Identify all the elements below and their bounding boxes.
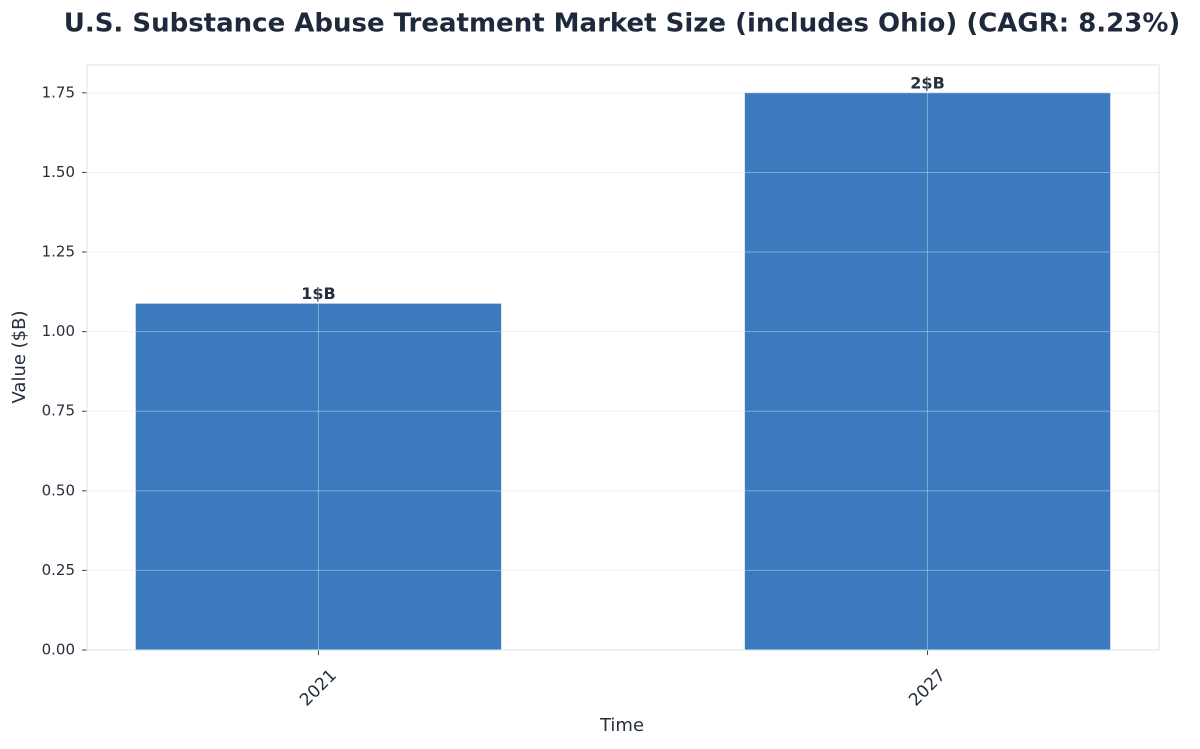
y-tick-label: 1.75 <box>42 83 75 101</box>
y-tick-label: 1.25 <box>42 243 75 261</box>
y-tick-label: 1.00 <box>42 322 75 340</box>
bar <box>744 92 1111 651</box>
y-tick-label: 0.75 <box>42 402 75 420</box>
y-tick-label: 0.00 <box>42 641 75 659</box>
x-tick-label: 2021 <box>296 666 341 711</box>
y-tick-label: 1.50 <box>42 163 75 181</box>
y-tick-label: 0.25 <box>42 561 75 579</box>
plot-frame <box>86 64 1160 651</box>
value-label: 1$B <box>301 284 335 303</box>
x-axis-label: Time <box>599 715 644 736</box>
y-axis-label: Value ($B) <box>9 311 30 404</box>
x-tick-label: 2027 <box>905 666 950 711</box>
bar <box>135 303 502 650</box>
value-label: 2$B <box>910 73 944 92</box>
y-tick-label: 0.50 <box>42 481 75 499</box>
chart-title: U.S. Substance Abuse Treatment Market Si… <box>64 9 1181 39</box>
